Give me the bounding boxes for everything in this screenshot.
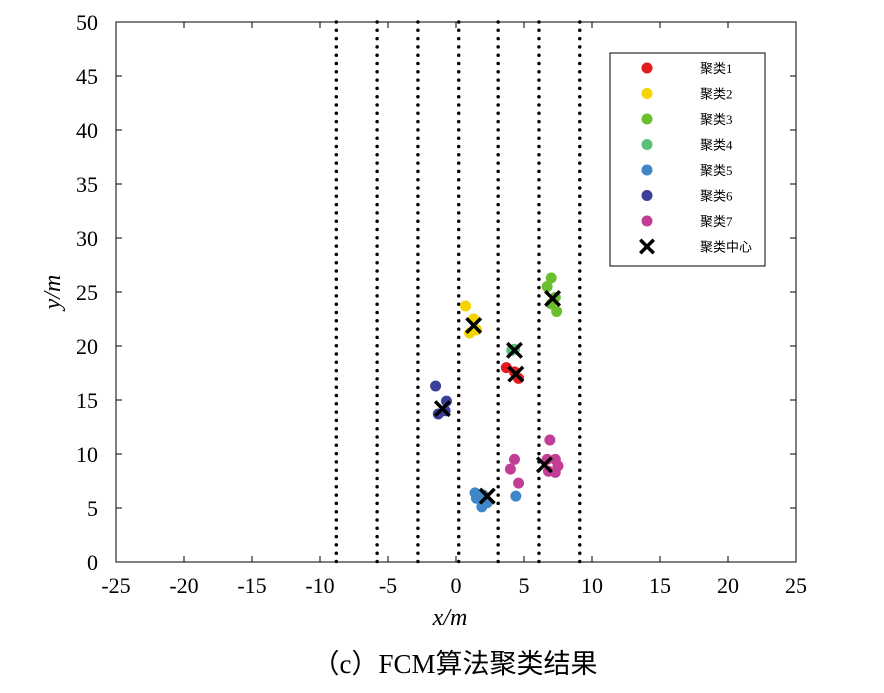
legend: 聚类1 聚类2 聚类3 聚类4 聚类5 聚类6 聚类7 聚类中心: [609, 52, 766, 267]
legend-marker: [641, 62, 653, 74]
data-point: [513, 477, 525, 489]
cluster-center-marker: [506, 341, 523, 359]
legend-label: 聚类1: [700, 61, 733, 76]
y-tick-label: 0: [87, 550, 98, 575]
x-axis-label: x/m: [432, 605, 468, 631]
legend-label: 聚类2: [700, 87, 733, 102]
data-point: [551, 305, 563, 317]
x-tick-label: -25: [101, 573, 130, 598]
y-tick-label: 10: [76, 442, 98, 467]
y-tick-label: 35: [76, 172, 98, 197]
chart-caption: （c）FCM算法聚类结果: [312, 649, 597, 679]
y-tick-label: 45: [76, 64, 98, 89]
cluster-center-marker: [507, 365, 525, 383]
x-tick-label: 5: [519, 573, 530, 598]
legend-marker: [641, 113, 653, 125]
x-tick-label: -20: [169, 573, 198, 598]
x-tick-label: -15: [237, 573, 266, 598]
x-tick-label: 20: [717, 573, 739, 598]
cluster-center-marker: [433, 400, 451, 418]
legend-marker: [641, 164, 653, 176]
y-axis-label: y/m: [40, 275, 66, 312]
data-point: [460, 300, 472, 312]
legend-marker: [641, 88, 653, 99]
x-tick-label: -5: [379, 573, 397, 598]
y-tick-label: 30: [76, 226, 98, 251]
data-point: [545, 272, 557, 284]
legend-label: 聚类5: [700, 163, 733, 178]
vertical-dotted-lines: [334, 20, 582, 564]
data-point: [544, 434, 556, 446]
data-point: [541, 453, 553, 465]
y-tick-label: 40: [76, 118, 98, 143]
y-tick-label: 15: [76, 388, 98, 413]
legend-label: 聚类中心: [700, 240, 752, 255]
cluster-center-marker: [465, 317, 483, 334]
data-points: [430, 272, 564, 513]
data-point: [549, 466, 561, 478]
data-point: [470, 492, 482, 504]
y-tick-label: 20: [76, 334, 98, 359]
data-point: [508, 453, 520, 465]
data-point: [500, 362, 512, 374]
x-tick-label: 25: [785, 573, 807, 598]
legend-label: 聚类6: [700, 189, 733, 204]
legend-label: 聚类7: [700, 214, 733, 229]
data-point: [541, 281, 553, 293]
x-tick-label: -10: [305, 573, 334, 598]
x-tick-label: 10: [581, 573, 603, 598]
legend-marker: [641, 215, 653, 227]
y-axis-ticks: 0 5 10 15 20 25 30 35 40 45 50: [76, 10, 796, 575]
x-axis-ticks: -25 -20 -15 -10 -5 0 5 10 15 20 25: [101, 22, 807, 598]
cluster-center-marker: [535, 456, 553, 474]
y-tick-label: 5: [87, 496, 98, 521]
data-point: [510, 490, 522, 502]
x-tick-label: 0: [451, 573, 462, 598]
legend-marker: [639, 238, 655, 255]
legend-label: 聚类3: [700, 112, 733, 127]
data-point: [504, 463, 516, 475]
cluster-center-marker: [478, 487, 496, 505]
y-tick-label: 50: [76, 10, 98, 35]
cluster-center-marker: [544, 290, 562, 307]
legend-marker: [641, 139, 653, 150]
y-tick-label: 25: [76, 280, 98, 305]
legend-label: 聚类4: [700, 138, 733, 153]
x-tick-label: 15: [649, 573, 671, 598]
data-point: [430, 380, 442, 392]
legend-box: [609, 52, 766, 267]
legend-marker: [641, 190, 653, 201]
data-point: [506, 344, 518, 356]
legend-items: 聚类1 聚类2 聚类3 聚类4 聚类5 聚类6 聚类7 聚类中心: [639, 61, 752, 255]
